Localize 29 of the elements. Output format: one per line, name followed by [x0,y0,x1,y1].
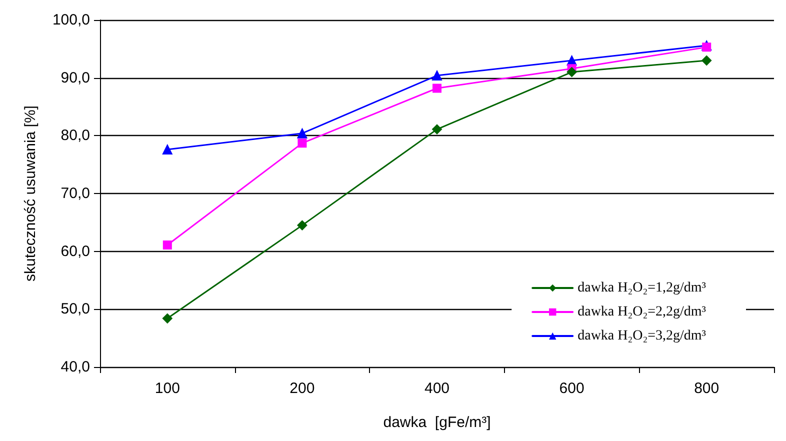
point [297,128,308,138]
y-tick-label: 90,0 [60,69,90,86]
y-tick-label: 40,0 [60,358,90,376]
point [566,67,577,78]
y-tick-label: 60,0 [60,242,90,260]
y-tick-label: 80,0 [60,127,90,144]
point [162,144,172,155]
point [702,55,712,66]
x-tick-label: 200 [290,380,315,397]
y-tick-label: 70,0 [60,185,90,202]
x-axis-title: dawka [gFe/m³] [383,414,491,431]
legend-label: dawka H₂O₂=2,2g/dm³ [578,304,706,320]
x-tick-label: 800 [694,380,720,397]
legend-label: dawka H₂O₂=1,2g/dm³ [578,280,706,296]
y-axis-title: skuteczność usuwania [%] [22,106,39,282]
point [162,240,172,250]
legend-label: dawka H₂O₂=3,2g/dm³ [578,328,706,344]
x-tick-label: 100 [154,380,180,397]
point [702,42,712,52]
point [297,220,308,230]
x-tick-label: 400 [424,380,450,397]
x-tick-label: 600 [559,380,584,397]
point [432,84,442,93]
y-tick-label: 50,0 [60,300,90,318]
point [162,313,172,324]
point [432,124,442,134]
y-tick-label: 100,0 [52,12,90,28]
point [432,70,442,81]
point [298,138,307,148]
